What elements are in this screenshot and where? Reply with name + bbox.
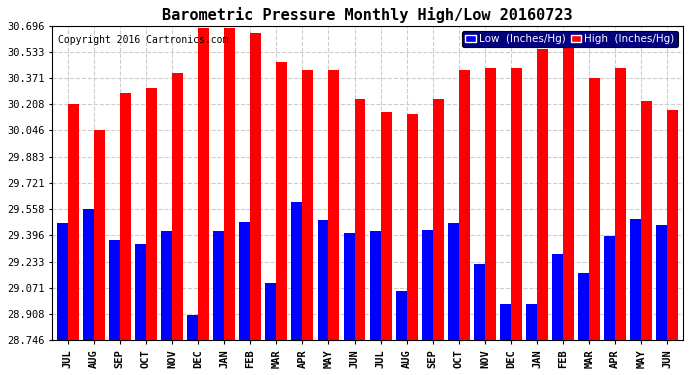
Bar [224,28,235,340]
Bar [213,231,224,340]
Bar [68,104,79,340]
Bar [511,69,522,340]
Bar [57,224,68,340]
Bar [94,130,105,340]
Bar [422,230,433,340]
Bar [552,254,563,340]
Bar [172,73,183,340]
Text: Copyright 2016 Cartronics.com: Copyright 2016 Cartronics.com [59,35,229,45]
Bar [474,264,485,340]
Bar [448,224,459,340]
Bar [328,70,339,340]
Bar [589,78,600,340]
Bar [656,225,667,340]
Bar [459,70,470,340]
Bar [135,244,146,340]
Bar [120,93,131,340]
Bar [266,283,276,340]
Bar [578,273,589,340]
Bar [433,99,444,340]
Bar [250,33,262,340]
Bar [563,41,574,340]
Bar [161,231,172,340]
Bar [239,222,250,340]
Bar [526,304,537,340]
Bar [291,202,302,340]
Bar [631,219,641,340]
Bar [406,114,417,340]
Bar [317,220,328,340]
Bar [641,101,652,340]
Bar [370,231,381,340]
Bar [604,236,615,340]
Bar [667,110,678,340]
Bar [109,240,120,340]
Bar [83,209,94,340]
Bar [500,304,511,340]
Bar [381,112,391,340]
Bar [537,49,548,340]
Title: Barometric Pressure Monthly High/Low 20160723: Barometric Pressure Monthly High/Low 201… [162,7,573,23]
Bar [187,315,198,340]
Legend: Low  (Inches/Hg), High  (Inches/Hg): Low (Inches/Hg), High (Inches/Hg) [462,31,678,47]
Bar [344,233,355,340]
Bar [355,99,366,340]
Bar [146,88,157,340]
Bar [485,69,496,340]
Bar [302,70,313,340]
Bar [198,28,209,340]
Bar [615,69,627,340]
Bar [396,291,406,340]
Bar [276,62,287,340]
